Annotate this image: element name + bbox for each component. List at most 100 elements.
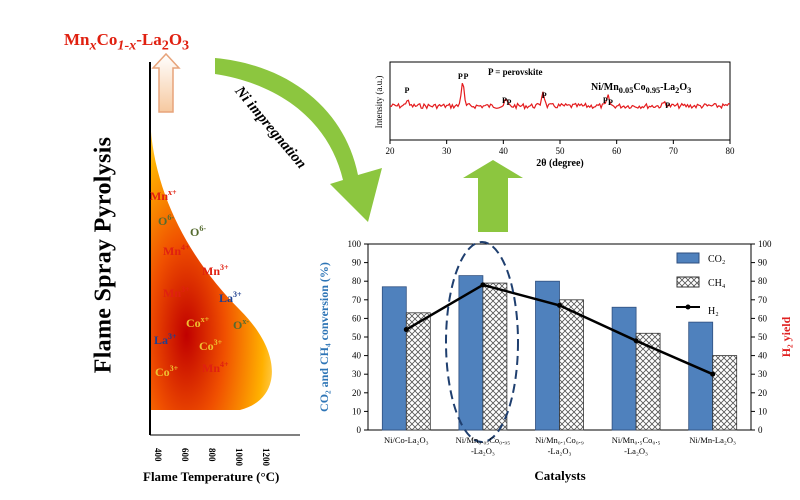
- legend-label-co2: CO₂: [708, 254, 725, 265]
- formula-mn: Mn: [64, 30, 90, 49]
- flame-tick-label: 400: [153, 448, 163, 462]
- x-axis-label: Catalysts: [534, 468, 585, 483]
- xrd-peak-label: P: [608, 98, 613, 107]
- category-label: Ni/Mn₀.₁Co₀.₉: [535, 435, 584, 445]
- flame-shape: [150, 110, 272, 410]
- y-tick-label-left: 80: [352, 276, 362, 286]
- y-tick-label-left: 70: [352, 295, 362, 305]
- bar-co2: [535, 280, 560, 431]
- legend-label-ch4: CH₄: [708, 278, 726, 289]
- bar-ch4: [405, 312, 431, 431]
- xrd-tick-label: 70: [669, 146, 679, 156]
- y-tick-label-right: 80: [758, 276, 768, 286]
- xrd-tick-label: 60: [612, 146, 622, 156]
- category-label: Ni/Mn-La₂O₃: [689, 435, 736, 445]
- y-tick-label-left: 100: [348, 239, 362, 249]
- category-label: Ni/Mn₀.₀₅Co₀.₉₅: [456, 435, 511, 445]
- bar-ch4: [559, 299, 584, 431]
- y-tick-label-right: 40: [758, 351, 768, 361]
- flame-axis-label: Flame Temperature (°C): [143, 469, 280, 484]
- y-tick-label-right: 70: [758, 295, 768, 305]
- formula-la-sub: 2: [161, 37, 169, 54]
- flame-tick-label: 600: [180, 448, 190, 462]
- y-tick-label-left: 0: [357, 425, 362, 435]
- y-tick-label-left: 90: [352, 258, 362, 268]
- bar-ch4: [635, 332, 661, 431]
- flame-tick-label: 800: [207, 448, 217, 462]
- formula-x: x: [89, 37, 97, 54]
- up-green-arrow-icon: [463, 160, 523, 232]
- bar-co2: [688, 321, 714, 431]
- xrd-tick-label: 80: [726, 146, 736, 156]
- flame-tick-label: 1200: [261, 448, 271, 467]
- y-tick-label-left: 50: [352, 332, 362, 342]
- xrd-sample-label: Ni/Mn0.05Co0.95-La2O3: [591, 82, 692, 95]
- xrd-tick-label: 20: [386, 146, 396, 156]
- y-axis-right-label: H₂ yield: [779, 316, 793, 357]
- bar-ch4: [712, 355, 738, 431]
- xrd-peak-label: P: [665, 101, 670, 110]
- xrd-peak-label: P: [458, 72, 463, 81]
- xrd-ylabel: Intensity (a.u.): [374, 76, 384, 129]
- y-tick-label-right: 60: [758, 313, 768, 323]
- bar-chart: 0 0 10 10 20 20 30 30 40 40 50 50 60 60 70 70 80 80 90 90 10…: [317, 239, 793, 483]
- formula-o: O: [168, 30, 183, 49]
- formula-tail: -La: [136, 30, 162, 49]
- y-tick-label-left: 20: [352, 388, 362, 398]
- h2-point: [403, 327, 409, 333]
- xrd-tick-label: 40: [499, 146, 509, 156]
- bar-co2: [381, 286, 407, 431]
- y-tick-label-left: 30: [352, 369, 362, 379]
- legend-label-h2: H₂: [708, 306, 719, 317]
- category-label: -La₂O₃: [471, 446, 495, 456]
- formula-co: Co: [96, 30, 118, 49]
- formula-sub: 1-x: [117, 37, 137, 54]
- legend-marker-h2: [685, 304, 691, 310]
- y-tick-label-left: 60: [352, 313, 362, 323]
- xrd-peak-label: P: [507, 98, 512, 107]
- xrd-peak-label: P: [603, 96, 608, 105]
- y-tick-label-right: 20: [758, 388, 768, 398]
- xrd-frame: [389, 61, 731, 141]
- xrd-peak-label: P: [542, 91, 547, 100]
- up-arrow-icon: [151, 52, 181, 113]
- xrd-pattern-line: [389, 82, 731, 111]
- category-label: -La₂O₃: [548, 446, 572, 456]
- h2-point: [710, 371, 716, 377]
- y-tick-label-right: 10: [758, 406, 768, 416]
- flame-diagram: 400 600 800 1000 1200 Mnx+O6-O6-Mn4+Mn3+Mn3+…: [149, 52, 300, 467]
- h2-point: [633, 338, 639, 344]
- y-tick-label-left: 10: [352, 406, 362, 416]
- category-label: Ni/Co-La₂O₃: [384, 435, 429, 445]
- highlight-ellipse: [445, 241, 519, 443]
- y-tick-label-right: 0: [758, 425, 763, 435]
- y-tick-label-right: 30: [758, 369, 768, 379]
- y-axis-left-label: CO₂ and CH₄ conversion (%): [317, 262, 331, 412]
- y-tick-label-left: 40: [352, 351, 362, 361]
- flame-tick-label: 1000: [234, 448, 244, 467]
- formula-o-sub: 3: [182, 37, 190, 54]
- bar-co2: [611, 306, 637, 431]
- h2-point: [480, 282, 486, 288]
- xrd-chart: 20 30 40 50 60 70 80 PP PP PPP P P P = perovskite …: [374, 61, 736, 169]
- legend-swatch-ch4: [676, 276, 700, 288]
- curved-arrow-icon: [215, 58, 382, 222]
- xrd-peak-label: P: [405, 86, 410, 95]
- formula-title: MnxCo1-x-La2O3: [64, 30, 189, 54]
- xrd-legend: P = perovskite: [488, 67, 542, 77]
- xrd-tick-label: 50: [556, 146, 566, 156]
- bar-ch4: [482, 282, 508, 431]
- y-tick-label-right: 50: [758, 332, 768, 342]
- xrd-tick-label: 30: [442, 146, 452, 156]
- y-tick-label-right: 100: [758, 239, 772, 249]
- category-label: Ni/Mn₀.₅Co₀.₅: [612, 435, 661, 445]
- legend-swatch-co2: [676, 252, 700, 264]
- xrd-xlabel: 2θ (degree): [536, 158, 584, 169]
- bar-co2: [458, 275, 484, 431]
- h2-point: [557, 302, 562, 308]
- xrd-peak-label: P: [463, 72, 468, 81]
- category-label: -La₂O₃: [624, 446, 648, 456]
- xrd-peak-label: P: [502, 96, 507, 105]
